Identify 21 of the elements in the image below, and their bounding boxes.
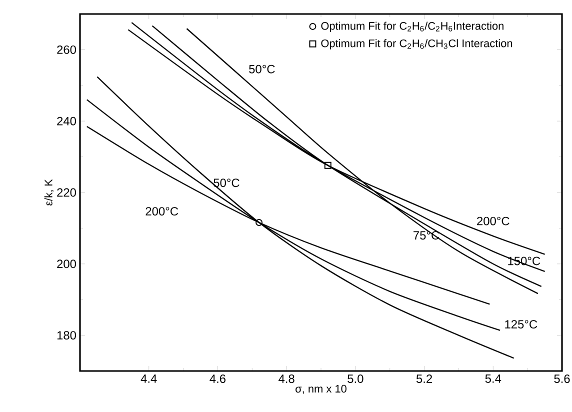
y-tick-label: 200 xyxy=(57,260,76,268)
series-label: 50°C xyxy=(249,64,275,74)
x-tick-label: 5.0 xyxy=(348,374,364,383)
y-tick-label: 220 xyxy=(57,188,76,197)
x-tick-label: 5.6 xyxy=(554,374,570,383)
x-tick-label: 4.6 xyxy=(210,374,226,383)
series-label: 200°C xyxy=(477,216,510,226)
x-axis-title: σ, nm x 10 xyxy=(296,384,346,394)
x-tick-label: 4.8 xyxy=(278,374,294,383)
y-tick-label: 180 xyxy=(57,331,76,340)
x-tick-label: 4.4 xyxy=(140,374,157,383)
x-tick-label: 5.4 xyxy=(485,374,502,383)
series-label: 200°C xyxy=(146,207,178,216)
y-tick-label: 260 xyxy=(57,45,76,54)
y-axis-title: ε/k, K xyxy=(44,179,54,206)
legend-label: Optimum Fit for C$_{2}$H$_{6}$/CH$_{3}$Cl Interaction xyxy=(321,39,512,50)
y-tick-label: 240 xyxy=(57,116,76,126)
series-label: 125°C xyxy=(505,320,538,329)
text: Optimum Fit for C$_{2}$H$_{6}$/C$_{2}$H$_{6}$Interaction xyxy=(321,22,504,32)
x-tick-label: 5.2 xyxy=(416,374,432,383)
series-label: 50°C xyxy=(214,178,240,188)
